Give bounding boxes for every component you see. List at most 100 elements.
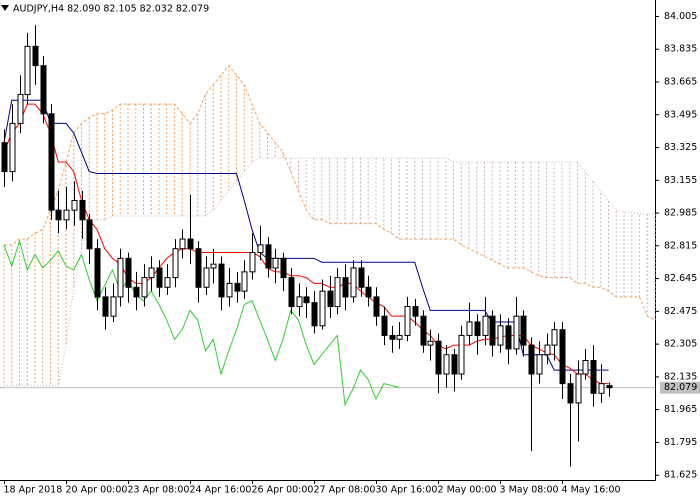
candle-body [218,263,225,298]
x-tick-label: 30 Apr 16:00 [376,485,438,496]
candle-body [125,257,132,288]
chikou-span [3,239,400,407]
candle-body [327,290,334,308]
x-tick-label: 23 Apr 08:00 [128,485,190,496]
candle-body [172,248,179,279]
candle-body [466,321,473,336]
candle-body [303,296,310,304]
candle-body [296,296,303,308]
candle-body [40,65,47,115]
y-tick-label: 82.815 [664,240,697,251]
candle-body [148,267,155,279]
candle-body [427,340,434,346]
candle-body [280,257,287,279]
candle-body [342,277,349,298]
candle-body [288,277,295,308]
senkou-span-b [4,157,655,387]
y-tick-label: 81.795 [664,437,697,448]
candle-body [412,306,419,317]
candle-body [79,200,86,221]
candle-body [559,329,566,385]
candle-body [435,340,442,375]
candle-body [257,244,264,254]
candle-body [582,360,589,375]
candle-body [396,334,403,340]
candle-body [536,354,543,375]
candle-body [164,277,171,288]
x-tick-label: 2 May 00:00 [438,485,497,496]
x-tick-label: 18 Apr 2018 [4,485,63,496]
y-tick-label: 84.005 [664,11,697,22]
x-tick-label: 3 May 08:00 [500,485,559,496]
candle-body [32,45,39,67]
x-tick-label: 4 May 16:00 [562,485,621,496]
candle-body [598,383,605,394]
candle-body [334,277,341,308]
candle-body [505,325,512,350]
candle-body [520,315,527,346]
candle-body [17,94,24,124]
candle-body [241,271,248,292]
candle-body [71,200,78,211]
candle-body [575,373,582,404]
candle-body [458,334,465,375]
candle-body [249,252,256,273]
y-tick-label: 83.155 [664,175,697,186]
candle-body [63,209,70,221]
candle-body [102,296,109,317]
last-price-label: 82.079 [664,382,697,393]
y-tick-label: 83.325 [664,142,697,153]
candle-body [94,248,101,298]
candle-body [203,267,210,288]
candle-body [350,267,357,298]
candle-body [141,277,148,298]
y-tick-label: 82.475 [664,306,697,317]
candle-body [9,122,16,173]
candle-body [24,45,31,96]
candle-body [156,267,163,288]
candle-body [86,219,93,250]
candle-body [389,334,396,340]
y-tick-label: 83.665 [664,76,697,87]
x-tick-label: 24 Apr 16:00 [190,485,252,496]
candle-body [195,248,202,288]
candle-body [272,257,279,269]
candle-body [210,263,217,269]
y-tick-label: 81.965 [664,404,697,415]
candle-body [133,286,140,298]
candle-body [489,315,496,346]
y-tick-label: 83.495 [664,109,697,120]
candle-body [404,306,411,336]
candle-body [420,315,427,346]
candle-body [1,142,8,173]
candle-body [451,354,458,375]
candle-body [590,360,597,394]
candle-body [528,344,535,375]
y-tick-label: 81.625 [664,470,697,481]
candle-body [381,315,388,336]
x-tick-label: 26 Apr 00:00 [252,485,314,496]
candle-body [551,329,558,346]
y-tick-label: 83.835 [664,44,697,55]
y-tick-label: 82.985 [664,208,697,219]
candle-body [497,325,504,346]
candle-body [474,321,481,336]
last-price-box [660,381,700,394]
candle-body [606,385,613,389]
candle-body [311,302,318,327]
symbol-menu-arrow[interactable] [1,5,9,11]
candle-body [265,244,272,269]
candle-body [187,238,194,250]
y-tick-label: 82.135 [664,371,697,382]
candle-body [365,286,372,298]
x-tick-label: 27 Apr 08:00 [314,485,376,496]
chart-title: AUDJPY,H4 82.090 82.105 82.032 82.079 [13,4,209,15]
candle-body [179,238,186,250]
candle-body [482,315,489,336]
y-tick-label: 82.645 [664,273,697,284]
candle-body [48,113,55,211]
y-tick-label: 82.305 [664,339,697,350]
candle-body [373,296,380,317]
